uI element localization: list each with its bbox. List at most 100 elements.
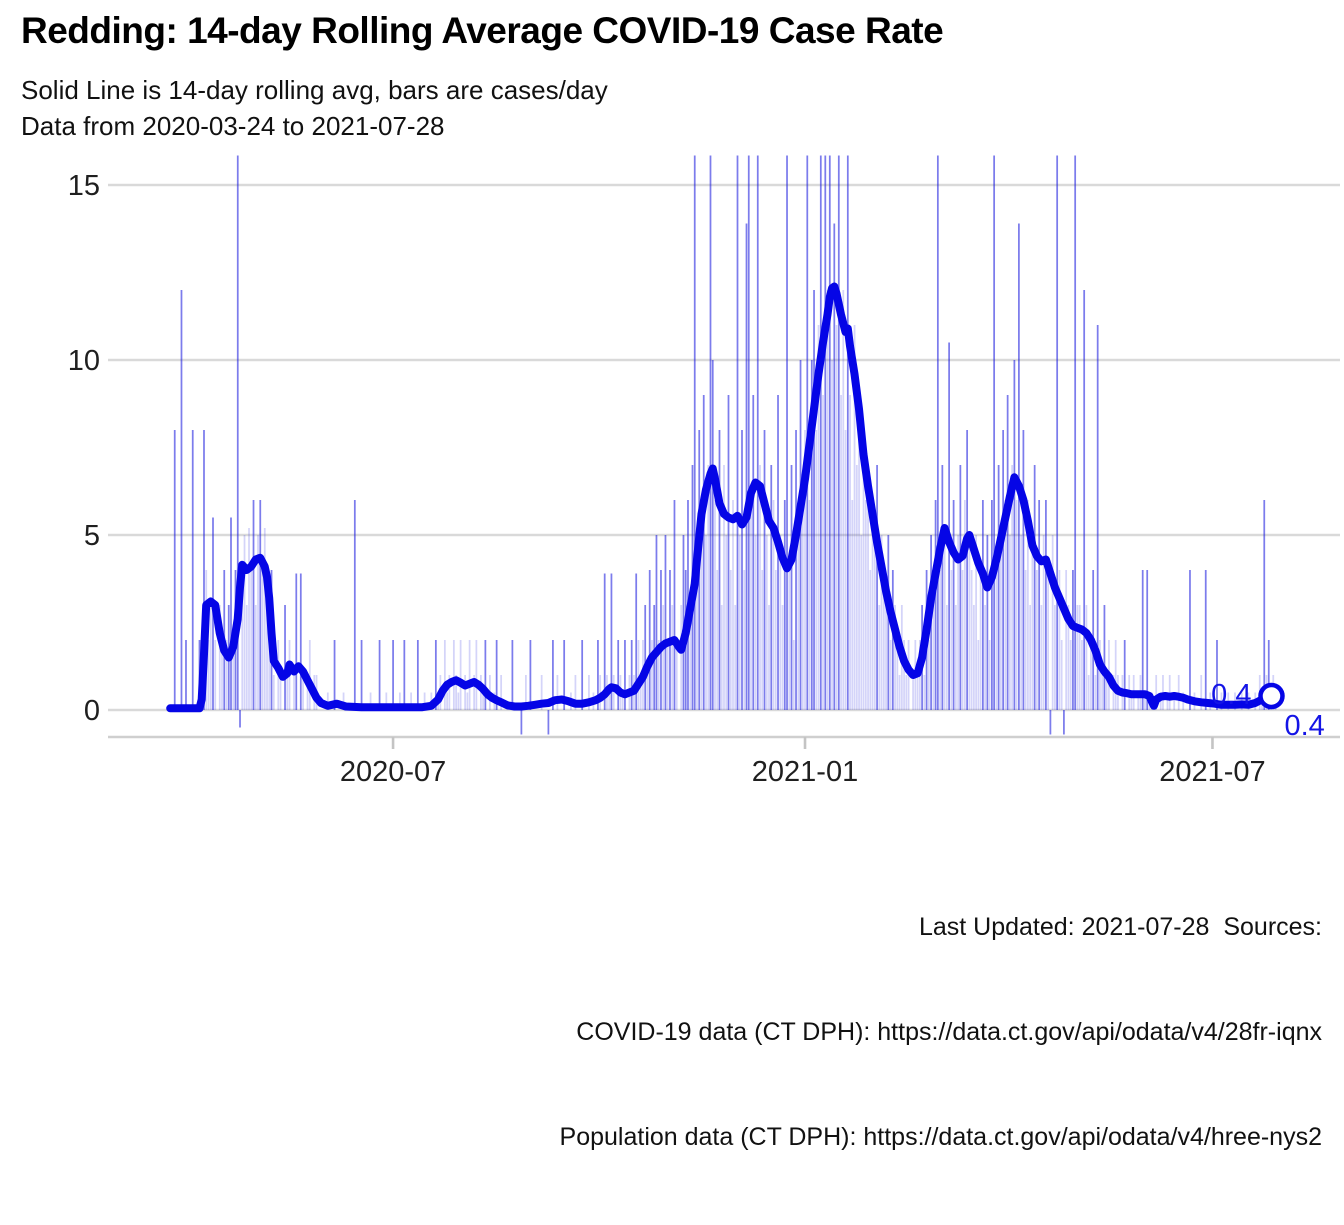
daily-cases-bar [218,605,221,710]
daily-cases-bar [443,640,446,710]
daily-cases-bar [416,640,419,710]
daily-cases-bar [1166,692,1169,710]
daily-cases-bar [563,640,566,710]
daily-cases-bar [295,573,298,710]
daily-cases-bar [191,430,194,710]
daily-cases-bar [243,535,246,710]
daily-cases-bar [997,465,1000,710]
plot-area: 0 5 10 15 2020-07 2021-01 2021-07 0.4 0.4 [68,155,1340,788]
daily-cases-bar [1056,155,1059,710]
daily-cases-bar [637,640,640,710]
daily-cases-bar [968,535,971,710]
daily-cases-bar [529,640,532,710]
daily-cases-bar [236,155,239,710]
daily-cases-bar [1105,675,1108,710]
daily-cases-bar [207,640,210,710]
caption-last-updated: Last Updated: 2021-07-28 Sources: [918,913,1322,941]
daily-cases-bar [1002,430,1005,710]
daily-cases-bar [248,528,250,710]
daily-cases-bar [272,675,275,710]
daily-cases-bar [729,570,732,710]
daily-cases-bar [878,605,881,710]
daily-cases-bar [1103,605,1106,710]
daily-cases-bar [995,570,998,710]
daily-cases-bar [864,500,867,710]
daily-cases-bar [1033,465,1036,710]
daily-cases-bar [887,535,890,710]
daily-cases-bar [696,535,698,710]
daily-cases-bar [734,605,737,710]
daily-cases-bar [714,500,716,710]
daily-cases-bar [1024,570,1027,710]
x-axis-tick-label: 2021-01 [752,756,858,788]
daily-cases-bar [745,223,748,710]
daily-cases-bar [905,675,908,710]
daily-cases-bar [1267,640,1270,710]
daily-cases-bar [655,535,658,710]
daily-cases-bar [718,430,721,710]
daily-cases-bar [1146,570,1149,710]
daily-cases-bar [1144,692,1146,710]
daily-cases-bar [855,465,858,710]
daily-cases-bar [624,640,626,710]
daily-cases-bar [867,465,869,710]
daily-cases-bar [448,675,451,710]
daily-cases-bar [705,535,707,710]
daily-cases-bar [475,640,478,710]
daily-cases-bar [326,692,329,710]
daily-cases-bar [761,570,764,710]
daily-cases-bar [621,692,624,710]
daily-cases-bar [1000,535,1002,710]
daily-cases-bar [1099,640,1101,710]
daily-cases-bar [801,500,804,710]
y-axis-tick-label: 5 [84,520,100,552]
daily-cases-bar [468,640,471,710]
chart-subtitle-line2: Data from 2020-03-24 to 2021-07-28 [21,111,445,141]
daily-cases-bar [741,430,743,710]
daily-cases-bar [392,640,394,710]
daily-cases-bar [849,395,851,710]
daily-cases-bar [673,500,676,710]
daily-cases-bar [459,640,462,710]
daily-cases-bar [770,465,773,710]
daily-cases-bar [876,465,878,710]
daily-cases-bar [795,430,797,710]
daily-cases-bar [257,535,259,710]
daily-cases-bar [250,570,253,710]
daily-cases-bar [711,360,714,710]
daily-cases-bar [752,395,755,710]
daily-cases-bar [932,605,935,710]
daily-cases-bar [943,535,946,710]
daily-cases-bar [646,675,649,710]
daily-cases-bar [286,675,289,710]
daily-cases-bar [540,675,543,710]
daily-cases-bar [765,535,768,710]
daily-cases-bar [732,500,734,710]
daily-cases-bar [284,605,286,710]
daily-cases-bar [716,570,719,710]
daily-cases-bar [804,430,806,710]
daily-cases-bar [608,692,611,710]
daily-cases-bar [635,573,638,710]
daily-cases-bar [774,570,777,710]
daily-cases-bar [700,500,703,710]
chart-subtitle-line1: Solid Line is 14-day rolling avg, bars a… [21,75,608,105]
daily-cases-bar [648,570,651,710]
daily-cases-bar [1177,675,1180,710]
daily-cases-bar [180,290,183,710]
daily-cases-bar [945,605,948,710]
daily-cases-bar [813,290,815,710]
daily-cases-bar [792,640,795,710]
daily-cases-bar [525,675,527,710]
daily-cases-bar [455,675,457,710]
caption-population-source: Population data (CT DPH): https://data.c… [559,1123,1322,1151]
daily-cases-bar [844,430,847,710]
daily-cases-bar [977,640,980,710]
daily-cases-bar [446,692,448,710]
daily-cases-bar [781,605,784,710]
caption-covid-source: COVID-19 data (CT DPH): https://data.ct.… [576,1018,1322,1046]
daily-cases-bar [1006,395,1009,710]
daily-cases-bar [959,465,962,710]
daily-cases-bar [835,325,838,710]
daily-cases-bar [1114,640,1117,710]
